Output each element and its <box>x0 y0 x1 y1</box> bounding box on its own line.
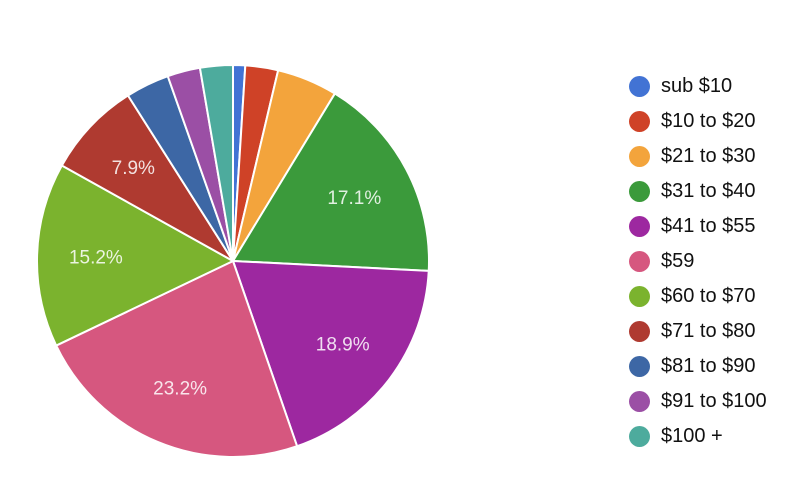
legend-item-10: $100 + <box>629 425 767 447</box>
legend-item-5: $59 <box>629 250 767 272</box>
legend-item-1: $10 to $20 <box>629 110 767 132</box>
legend-label: $21 to $30 <box>661 145 756 167</box>
legend-swatch-icon <box>629 110 650 132</box>
slice-label: 15.2% <box>69 248 123 269</box>
legend-swatch-icon <box>629 390 650 412</box>
legend-label: $91 to $100 <box>661 390 767 412</box>
slice-label: 23.2% <box>153 379 207 400</box>
legend-item-3: $31 to $40 <box>629 180 767 202</box>
legend-item-7: $71 to $80 <box>629 320 767 342</box>
legend-label: $41 to $55 <box>661 215 756 237</box>
legend-swatch-icon <box>629 425 650 447</box>
legend-item-4: $41 to $55 <box>629 215 767 237</box>
legend-label: $59 <box>661 250 695 272</box>
legend-swatch-icon <box>629 215 650 237</box>
pie-slice-7[interactable] <box>60 94 234 262</box>
legend-label: $10 to $20 <box>661 110 756 132</box>
legend-swatch-icon <box>629 75 650 97</box>
legend-swatch-icon <box>629 180 650 202</box>
legend-item-6: $60 to $70 <box>629 285 767 307</box>
legend-label: $31 to $40 <box>661 180 756 202</box>
pie-slice-3[interactable] <box>232 92 430 272</box>
legend-label: $100 + <box>661 425 723 447</box>
slice-label: 7.9% <box>112 158 155 179</box>
legend-label: $60 to $70 <box>661 285 756 307</box>
legend-label: $81 to $90 <box>661 355 756 377</box>
legend-label: $71 to $80 <box>661 320 756 342</box>
legend-swatch-icon <box>629 285 650 307</box>
legend-swatch-icon <box>629 145 650 167</box>
legend-swatch-icon <box>629 320 650 342</box>
legend-item-8: $81 to $90 <box>629 355 767 377</box>
legend-item-9: $91 to $100 <box>629 390 767 412</box>
pie-slice-5[interactable] <box>55 260 299 458</box>
pie-slice-6[interactable] <box>35 164 234 347</box>
chart-legend: sub $10 $10 to $20 $21 to $30 $31 to $40 $41… <box>629 75 767 460</box>
slice-label: 18.9% <box>316 334 370 355</box>
legend-swatch-icon <box>629 250 650 272</box>
legend-label: sub $10 <box>661 75 733 97</box>
slice-label: 17.1% <box>327 188 381 209</box>
pie-slice-10[interactable] <box>198 63 234 262</box>
legend-item-2: $21 to $30 <box>629 145 767 167</box>
legend-item-0: sub $10 <box>629 75 767 97</box>
legend-swatch-icon <box>629 355 650 377</box>
